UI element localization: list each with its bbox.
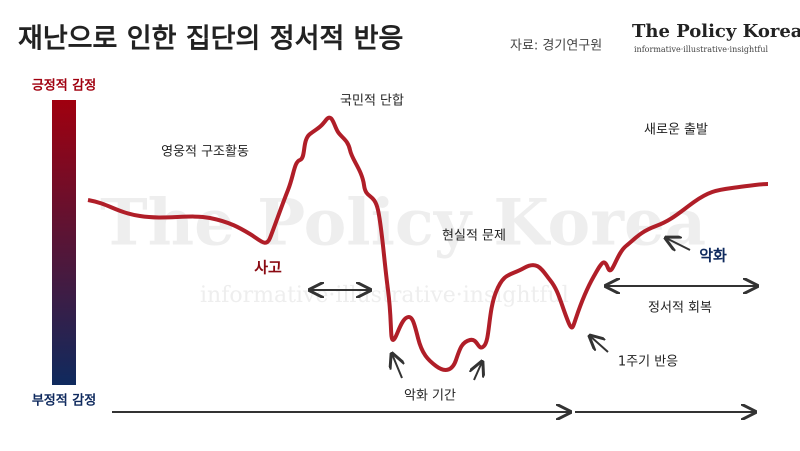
label-accident: 사고	[254, 259, 282, 277]
arrows	[112, 238, 757, 412]
label-anniversary: 1주기 반응	[618, 355, 678, 370]
label-unity: 국민적 단합	[340, 94, 404, 109]
title: 재난으로 인한 집단의 정서적 반응	[18, 24, 403, 55]
label-worsening: 악화	[699, 247, 727, 265]
scale-top: 긍정적 감정	[32, 78, 96, 94]
source: 자료: 경기연구원	[510, 39, 602, 54]
watermark-tagline: informative·illustrative·insightful	[200, 283, 569, 308]
emotion-bar	[52, 100, 76, 385]
label-new-start: 새로운 출발	[644, 123, 708, 138]
label-recovery: 정서적 회복	[648, 301, 712, 316]
label-worsening-period: 악화 기간	[404, 389, 456, 404]
logo: The Policy Korea	[632, 21, 800, 42]
watermark: The Policy Korea	[100, 186, 706, 261]
logo-tagline: informative·illustrative·insightful	[634, 45, 769, 54]
emotion-curve	[87, 115, 769, 372]
label-reality: 현실적 문제	[442, 229, 506, 244]
scale-bottom: 부정적 감정	[32, 393, 96, 409]
label-heroic: 영웅적 구조활동	[161, 145, 249, 160]
